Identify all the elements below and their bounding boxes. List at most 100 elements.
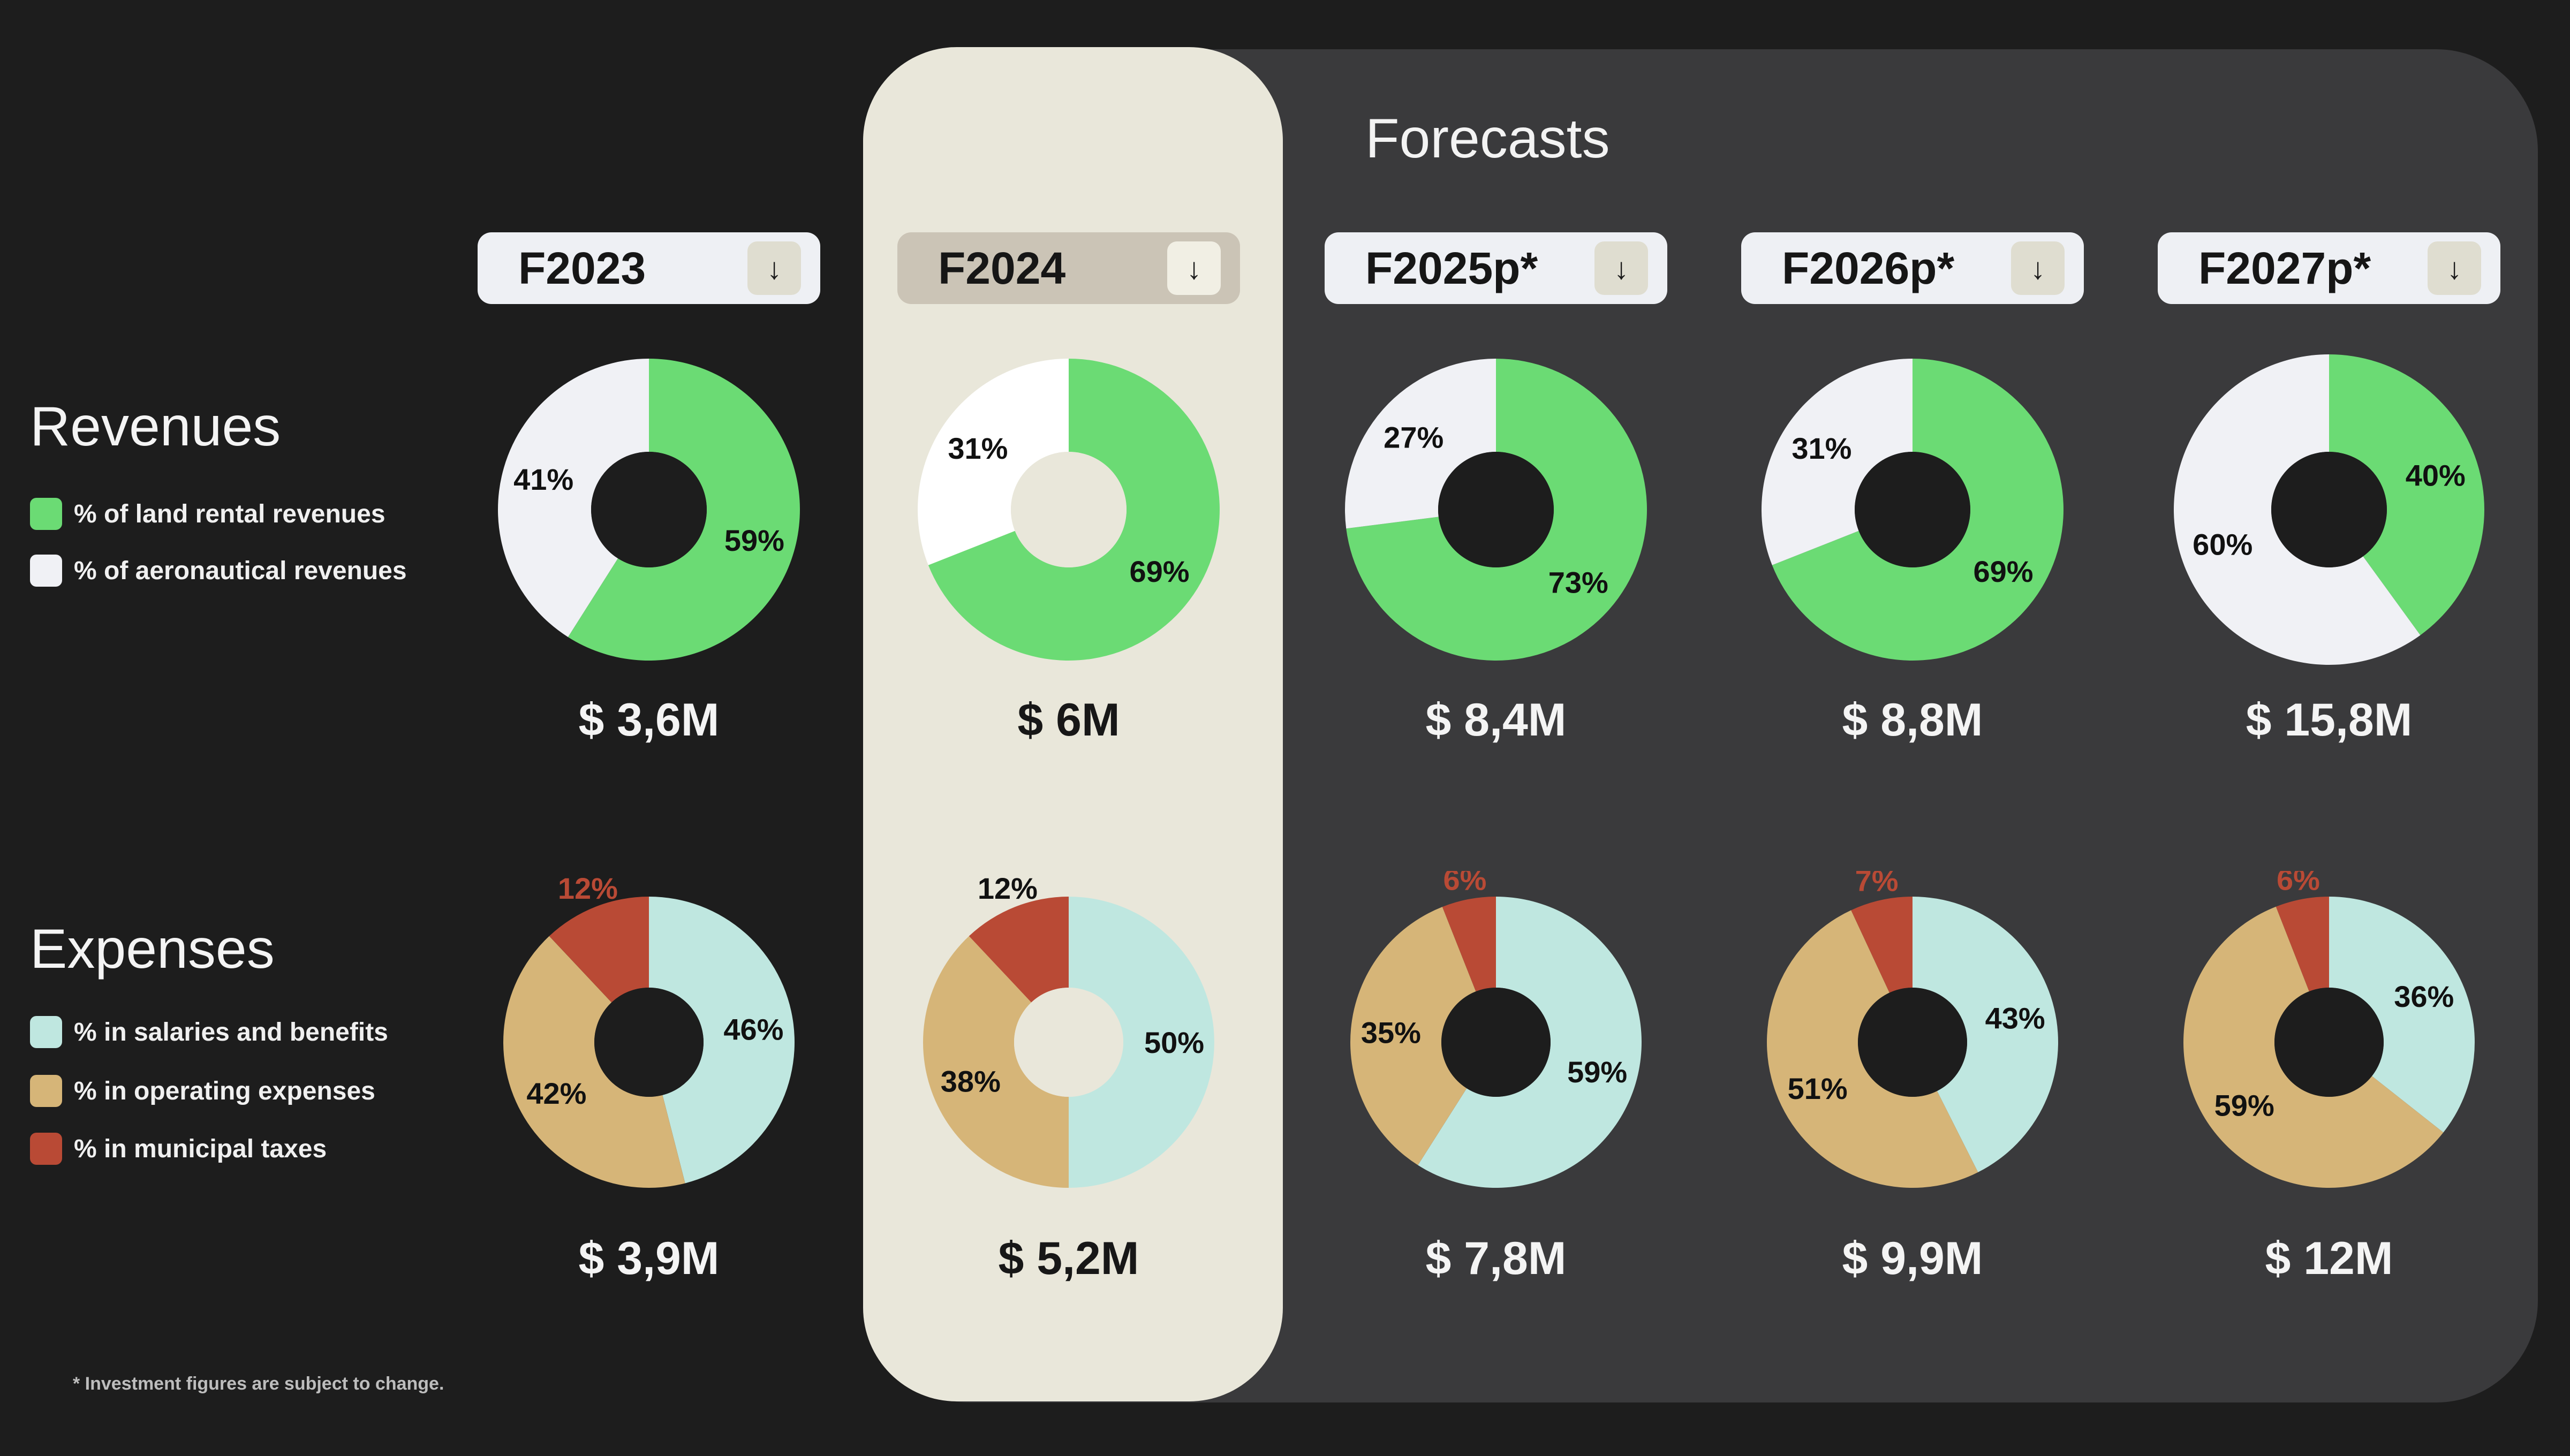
year-dropdown-f2027p[interactable]: F2027p* ↓ (2158, 232, 2500, 304)
salaries-slice (1913, 897, 2058, 1172)
legend-swatch-land-rental (30, 498, 62, 530)
legend-item-operating: % in operating expenses (30, 1075, 375, 1107)
expenses-title: Expenses (30, 918, 275, 980)
operating-label: 42% (526, 1076, 586, 1110)
aeronautical-slice (1762, 359, 1913, 565)
revenue-total: $ 15,8M (2246, 694, 2413, 746)
aeronautical-slice (498, 359, 649, 638)
operating-slice (923, 936, 1069, 1188)
operating-label: 59% (2214, 1088, 2274, 1122)
legend-swatch-aeronautical (30, 555, 62, 587)
year-dropdown-f2024[interactable]: F2024 ↓ (897, 232, 1240, 304)
taxes-slice (1851, 897, 1913, 993)
expense-donut-f2023: 46% 42% 12% (503, 871, 795, 1188)
taxes-slice (2276, 897, 2329, 992)
salaries-label: 46% (723, 1012, 783, 1046)
year-label: F2027p* (2198, 242, 2371, 293)
arrow-down-icon[interactable]: ↓ (2428, 241, 2481, 295)
aeronautical-label: 60% (2193, 528, 2252, 562)
operating-slice (2183, 906, 2444, 1188)
salaries-slice (1418, 897, 1642, 1188)
revenue-donut-f2026p: 69% 31% (1762, 359, 2063, 661)
land-rental-slice (1346, 359, 1647, 661)
year-dropdown-f2023[interactable]: F2023 ↓ (478, 232, 820, 304)
year-column-f2024: F2024 ↓ 69% 31% $ 6M 50% 38% 12% $ 5,2M (897, 0, 1240, 1456)
taxes-label: 7% (1855, 871, 1899, 897)
year-column-f2027p: F2027p* ↓ 40% 60% $ 15,8M 36% 59% 6% $ 12M (2158, 0, 2500, 1456)
legend-item-taxes: % in municipal taxes (30, 1133, 327, 1165)
aeronautical-label: 31% (948, 431, 1008, 465)
revenue-total: $ 6M (1017, 694, 1120, 746)
arrow-down-icon[interactable]: ↓ (1167, 241, 1221, 295)
aeronautical-label: 27% (1384, 420, 1443, 454)
expense-donut-f2026p: 43% 51% 7% (1767, 871, 2058, 1188)
taxes-label: 6% (2277, 871, 2320, 896)
year-column-f2026p: F2026p* ↓ 69% 31% $ 8,8M 43% 51% 7% $ 9,9M (1741, 0, 2084, 1456)
year-label: F2024 (938, 242, 1066, 293)
legend-item-salaries: % in salaries and benefits (30, 1016, 388, 1048)
aeronautical-slice (1345, 359, 1496, 529)
aeronautical-slice (918, 359, 1069, 565)
legend-item-aeronautical: % of aeronautical revenues (30, 555, 407, 587)
donut-hole (1858, 988, 1967, 1097)
expense-total: $ 3,9M (578, 1233, 720, 1284)
operating-slice (503, 936, 685, 1188)
taxes-label: 6% (1443, 871, 1486, 896)
legend-label-aeronautical: % of aeronautical revenues (74, 556, 407, 585)
arrow-down-icon[interactable]: ↓ (747, 241, 801, 295)
donut-hole (2271, 452, 2387, 567)
taxes-slice (549, 897, 649, 1003)
salaries-slice (649, 897, 795, 1184)
expense-total: $ 9,9M (1842, 1233, 1983, 1284)
salaries-label: 50% (1144, 1026, 1204, 1059)
revenue-total: $ 8,8M (1842, 694, 1983, 746)
operating-slice (1767, 910, 1978, 1188)
donut-hole (1014, 988, 1123, 1097)
year-column-f2025p: F2025p* ↓ 73% 27% $ 8,4M 59% 35% 6% $ 7,8M (1325, 0, 1667, 1456)
donut-hole (2274, 988, 2384, 1097)
revenue-donut-f2023: 59% 41% (498, 359, 800, 661)
operating-label: 38% (941, 1065, 1001, 1098)
legend-swatch-salaries (30, 1016, 62, 1048)
year-column-f2023: F2023 ↓ 59% 41% $ 3,6M 46% 42% 12% $ 3,9M (478, 0, 820, 1456)
legend-swatch-taxes (30, 1133, 62, 1165)
footnote: * Investment figures are subject to chan… (73, 1374, 444, 1394)
aeronautical-label: 31% (1792, 431, 1851, 465)
land-rental-label: 69% (1130, 555, 1190, 588)
land-rental-slice (928, 359, 1220, 661)
year-label: F2025p* (1365, 242, 1538, 293)
legend-item-land-rental: % of land rental revenues (30, 498, 386, 530)
expense-total: $ 12M (2265, 1233, 2393, 1284)
legend-label-operating: % in operating expenses (74, 1076, 375, 1105)
donut-hole (1011, 452, 1127, 567)
revenue-donut-f2024: 69% 31% (918, 359, 1220, 661)
arrow-down-icon[interactable]: ↓ (2011, 241, 2065, 295)
revenue-donut-f2027p: 40% 60% (2174, 354, 2484, 665)
donut-hole (1438, 452, 1554, 567)
year-dropdown-f2026p[interactable]: F2026p* ↓ (1741, 232, 2084, 304)
legend-swatch-operating (30, 1075, 62, 1107)
legend-label-salaries: % in salaries and benefits (74, 1018, 388, 1046)
salaries-slice (2329, 897, 2475, 1133)
expense-donut-f2025p: 59% 35% 6% (1350, 871, 1642, 1188)
arrow-down-icon[interactable]: ↓ (1594, 241, 1648, 295)
taxes-slice (969, 897, 1069, 1003)
land-rental-label: 40% (2406, 458, 2466, 492)
taxes-label: 12% (978, 871, 1038, 905)
year-label: F2023 (518, 242, 646, 293)
expense-total: $ 5,2M (998, 1233, 1139, 1284)
legend-label-taxes: % in municipal taxes (74, 1134, 327, 1163)
year-label: F2026p* (1782, 242, 1955, 293)
revenues-title: Revenues (30, 396, 281, 458)
donut-hole (594, 988, 704, 1097)
land-rental-slice (1772, 359, 2063, 661)
salaries-label: 36% (2394, 980, 2454, 1013)
revenue-total: $ 3,6M (578, 694, 720, 746)
legend-label-land-rental: % of land rental revenues (74, 499, 386, 528)
salaries-label: 43% (1985, 1001, 2045, 1035)
expense-total: $ 7,8M (1425, 1233, 1567, 1284)
taxes-slice (1442, 897, 1496, 992)
year-dropdown-f2025p[interactable]: F2025p* ↓ (1325, 232, 1667, 304)
land-rental-label: 73% (1548, 566, 1608, 600)
aeronautical-slice (2174, 354, 2421, 665)
